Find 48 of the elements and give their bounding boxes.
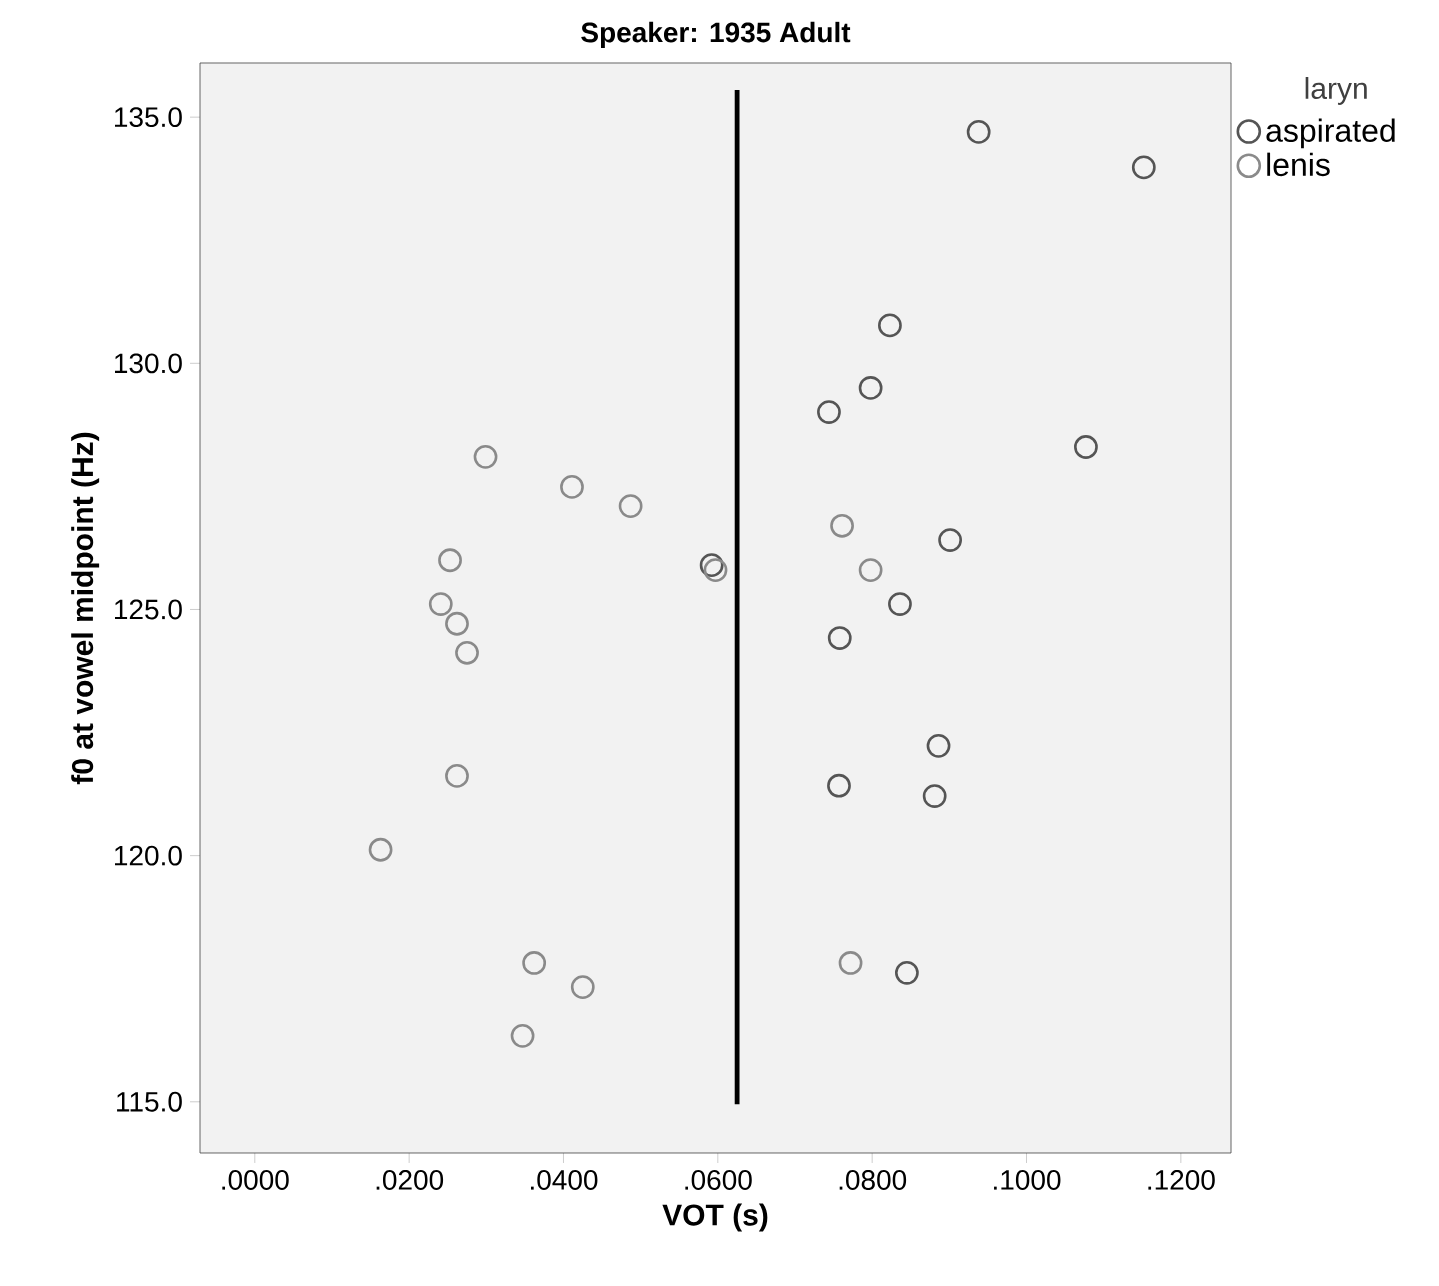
point — [830, 513, 854, 538]
point — [445, 611, 469, 636]
legend-label: lenis — [1267, 152, 1330, 177]
x-tick-label: .0200 — [376, 1170, 444, 1190]
point — [699, 553, 724, 578]
point — [522, 951, 547, 975]
point — [827, 626, 852, 650]
point — [473, 444, 498, 469]
point — [618, 494, 643, 518]
point — [966, 120, 991, 144]
x-tick-label: .0000 — [222, 1170, 289, 1190]
x-tick-label: .0800 — [839, 1170, 907, 1190]
y-tick-label: 130.0 — [115, 353, 182, 374]
legend-title: laryn — [1305, 77, 1367, 105]
legend-label: aspirated — [1266, 118, 1395, 149]
y-tick-label: 125.0 — [115, 599, 182, 620]
y-tick-label: 115.0 — [117, 1091, 182, 1112]
x-tick-label: .1200 — [1148, 1170, 1215, 1190]
point — [510, 1023, 535, 1048]
point — [827, 773, 851, 798]
point — [560, 474, 584, 499]
point — [817, 400, 841, 424]
point — [895, 960, 919, 985]
x-tick-label: .0400 — [531, 1170, 598, 1190]
point — [838, 951, 863, 975]
y-tick-label: 135.0 — [115, 107, 182, 128]
point — [1131, 155, 1156, 180]
point — [368, 837, 393, 862]
y-axis-title: f0 at vowel midpoint (Hz) — [71, 432, 100, 785]
x-axis-title: VOT (s) — [662, 1203, 768, 1232]
x-tick-label: .1000 — [994, 1170, 1061, 1190]
point — [1074, 435, 1098, 459]
point — [888, 592, 912, 616]
point — [570, 975, 595, 999]
point — [428, 592, 453, 616]
point — [926, 733, 951, 758]
point — [922, 784, 947, 808]
point — [703, 558, 728, 582]
point — [858, 376, 883, 400]
x-tick-label: .0600 — [685, 1170, 752, 1190]
point — [438, 548, 462, 573]
point — [878, 313, 902, 338]
point — [858, 558, 883, 582]
y-tick-label: 120.0 — [115, 845, 182, 866]
point — [938, 528, 963, 552]
point — [445, 763, 469, 788]
point — [455, 640, 479, 665]
chart-title: Speaker: 1935 Adult — [581, 21, 851, 48]
